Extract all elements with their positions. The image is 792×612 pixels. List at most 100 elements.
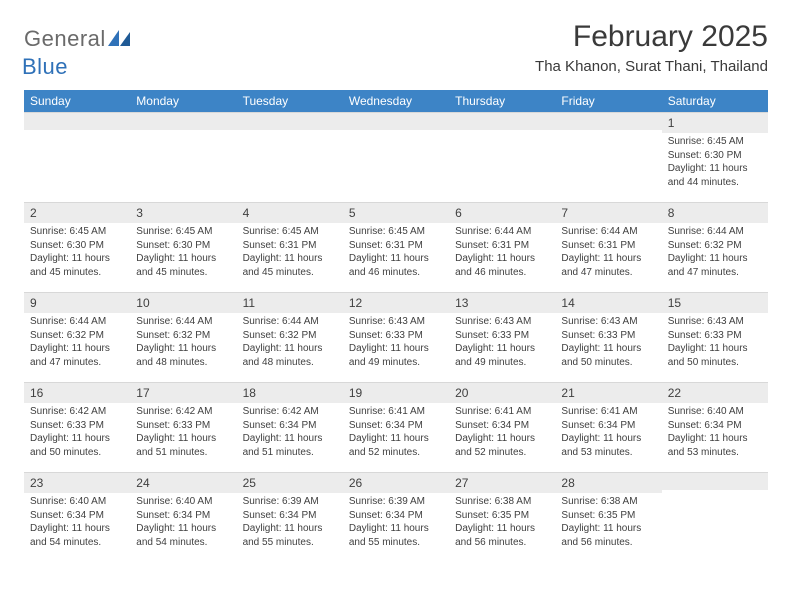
calendar-cell: 17Sunrise: 6:42 AMSunset: 6:33 PMDayligh… bbox=[130, 382, 236, 472]
cell-body: Sunrise: 6:45 AMSunset: 6:30 PMDaylight:… bbox=[24, 223, 130, 283]
day-number: 5 bbox=[343, 203, 449, 223]
calendar-week-row: 1Sunrise: 6:45 AMSunset: 6:30 PMDaylight… bbox=[24, 112, 768, 202]
calendar-cell: 5Sunrise: 6:45 AMSunset: 6:31 PMDaylight… bbox=[343, 202, 449, 292]
empty-day bbox=[343, 112, 449, 130]
weekday-header: Tuesday bbox=[237, 90, 343, 112]
sunrise-text: Sunrise: 6:44 AM bbox=[136, 315, 230, 329]
cell-body: Sunrise: 6:41 AMSunset: 6:34 PMDaylight:… bbox=[343, 403, 449, 463]
calendar-cell: 22Sunrise: 6:40 AMSunset: 6:34 PMDayligh… bbox=[662, 382, 768, 472]
weekday-header: Wednesday bbox=[343, 90, 449, 112]
empty-day bbox=[555, 112, 661, 130]
day-number: 21 bbox=[555, 383, 661, 403]
sunset-text: Sunset: 6:33 PM bbox=[668, 329, 762, 343]
cell-body: Sunrise: 6:43 AMSunset: 6:33 PMDaylight:… bbox=[662, 313, 768, 373]
logo-sail-icon bbox=[108, 30, 130, 51]
day-number: 8 bbox=[662, 203, 768, 223]
sunset-text: Sunset: 6:32 PM bbox=[668, 239, 762, 253]
calendar-cell: 11Sunrise: 6:44 AMSunset: 6:32 PMDayligh… bbox=[237, 292, 343, 382]
day-number: 23 bbox=[24, 473, 130, 493]
sunrise-text: Sunrise: 6:43 AM bbox=[455, 315, 549, 329]
day-number: 1 bbox=[662, 113, 768, 133]
sunset-text: Sunset: 6:32 PM bbox=[243, 329, 337, 343]
sunrise-text: Sunrise: 6:39 AM bbox=[243, 495, 337, 509]
daylight-text: Daylight: 11 hours and 53 minutes. bbox=[668, 432, 762, 459]
sunrise-text: Sunrise: 6:43 AM bbox=[349, 315, 443, 329]
sunrise-text: Sunrise: 6:40 AM bbox=[30, 495, 124, 509]
sunrise-text: Sunrise: 6:42 AM bbox=[30, 405, 124, 419]
calendar-cell: 15Sunrise: 6:43 AMSunset: 6:33 PMDayligh… bbox=[662, 292, 768, 382]
day-number: 22 bbox=[662, 383, 768, 403]
sunset-text: Sunset: 6:31 PM bbox=[455, 239, 549, 253]
calendar-cell: 28Sunrise: 6:38 AMSunset: 6:35 PMDayligh… bbox=[555, 472, 661, 562]
sunrise-text: Sunrise: 6:38 AM bbox=[561, 495, 655, 509]
title-block: February 2025 Tha Khanon, Surat Thani, T… bbox=[535, 20, 768, 77]
day-number: 26 bbox=[343, 473, 449, 493]
daylight-text: Daylight: 11 hours and 54 minutes. bbox=[30, 522, 124, 549]
empty-day bbox=[237, 112, 343, 130]
day-number: 7 bbox=[555, 203, 661, 223]
sunset-text: Sunset: 6:34 PM bbox=[561, 419, 655, 433]
sunrise-text: Sunrise: 6:45 AM bbox=[136, 225, 230, 239]
sunrise-text: Sunrise: 6:44 AM bbox=[243, 315, 337, 329]
weekday-header: Sunday bbox=[24, 90, 130, 112]
sunrise-text: Sunrise: 6:44 AM bbox=[561, 225, 655, 239]
daylight-text: Daylight: 11 hours and 50 minutes. bbox=[561, 342, 655, 369]
location: Tha Khanon, Surat Thani, Thailand bbox=[535, 58, 768, 75]
cell-body: Sunrise: 6:41 AMSunset: 6:34 PMDaylight:… bbox=[555, 403, 661, 463]
calendar-cell: 16Sunrise: 6:42 AMSunset: 6:33 PMDayligh… bbox=[24, 382, 130, 472]
sunset-text: Sunset: 6:33 PM bbox=[455, 329, 549, 343]
calendar-cell: 13Sunrise: 6:43 AMSunset: 6:33 PMDayligh… bbox=[449, 292, 555, 382]
sunset-text: Sunset: 6:33 PM bbox=[561, 329, 655, 343]
calendar-cell: 23Sunrise: 6:40 AMSunset: 6:34 PMDayligh… bbox=[24, 472, 130, 562]
cell-body: Sunrise: 6:44 AMSunset: 6:32 PMDaylight:… bbox=[24, 313, 130, 373]
calendar-cell bbox=[555, 112, 661, 202]
cell-body: Sunrise: 6:39 AMSunset: 6:34 PMDaylight:… bbox=[237, 493, 343, 553]
weekday-header: Thursday bbox=[449, 90, 555, 112]
calendar-cell: 9Sunrise: 6:44 AMSunset: 6:32 PMDaylight… bbox=[24, 292, 130, 382]
calendar-cell: 3Sunrise: 6:45 AMSunset: 6:30 PMDaylight… bbox=[130, 202, 236, 292]
calendar-cell: 20Sunrise: 6:41 AMSunset: 6:34 PMDayligh… bbox=[449, 382, 555, 472]
sunset-text: Sunset: 6:31 PM bbox=[561, 239, 655, 253]
daylight-text: Daylight: 11 hours and 46 minutes. bbox=[455, 252, 549, 279]
cell-body: Sunrise: 6:43 AMSunset: 6:33 PMDaylight:… bbox=[555, 313, 661, 373]
calendar-cell: 6 Sunrise: 6:44 AMSunset: 6:31 PMDaylight… bbox=[449, 202, 555, 292]
sunrise-text: Sunrise: 6:44 AM bbox=[455, 225, 549, 239]
day-number: 6 bbox=[449, 203, 555, 223]
day-number: 10 bbox=[130, 293, 236, 313]
sunrise-text: Sunrise: 6:43 AM bbox=[561, 315, 655, 329]
calendar-week-row: 9Sunrise: 6:44 AMSunset: 6:32 PMDaylight… bbox=[24, 292, 768, 382]
calendar-table: SundayMondayTuesdayWednesdayThursdayFrid… bbox=[24, 90, 768, 562]
calendar-cell: 4Sunrise: 6:45 AMSunset: 6:31 PMDaylight… bbox=[237, 202, 343, 292]
calendar-week-row: 2Sunrise: 6:45 AMSunset: 6:30 PMDaylight… bbox=[24, 202, 768, 292]
day-number: 12 bbox=[343, 293, 449, 313]
sunset-text: Sunset: 6:33 PM bbox=[349, 329, 443, 343]
sunset-text: Sunset: 6:31 PM bbox=[243, 239, 337, 253]
cell-body: Sunrise: 6:44 AMSunset: 6:31 PMDaylight:… bbox=[555, 223, 661, 283]
calendar-cell: 2Sunrise: 6:45 AMSunset: 6:30 PMDaylight… bbox=[24, 202, 130, 292]
daylight-text: Daylight: 11 hours and 56 minutes. bbox=[455, 522, 549, 549]
sunset-text: Sunset: 6:30 PM bbox=[668, 149, 762, 163]
calendar-cell: 21Sunrise: 6:41 AMSunset: 6:34 PMDayligh… bbox=[555, 382, 661, 472]
day-number: 20 bbox=[449, 383, 555, 403]
day-number: 3 bbox=[130, 203, 236, 223]
sunset-text: Sunset: 6:32 PM bbox=[30, 329, 124, 343]
calendar-cell bbox=[237, 112, 343, 202]
day-number: 28 bbox=[555, 473, 661, 493]
daylight-text: Daylight: 11 hours and 47 minutes. bbox=[561, 252, 655, 279]
day-number: 24 bbox=[130, 473, 236, 493]
cell-body: Sunrise: 6:45 AMSunset: 6:31 PMDaylight:… bbox=[343, 223, 449, 283]
sunset-text: Sunset: 6:32 PM bbox=[136, 329, 230, 343]
sunrise-text: Sunrise: 6:45 AM bbox=[668, 135, 762, 149]
cell-body: Sunrise: 6:44 AMSunset: 6:32 PMDaylight:… bbox=[130, 313, 236, 373]
calendar-page: General Blue February 2025 Tha Khanon, S… bbox=[0, 0, 792, 582]
cell-body: Sunrise: 6:38 AMSunset: 6:35 PMDaylight:… bbox=[449, 493, 555, 553]
sunset-text: Sunset: 6:34 PM bbox=[349, 419, 443, 433]
calendar-body: 1Sunrise: 6:45 AMSunset: 6:30 PMDaylight… bbox=[24, 112, 768, 562]
daylight-text: Daylight: 11 hours and 52 minutes. bbox=[455, 432, 549, 459]
daylight-text: Daylight: 11 hours and 51 minutes. bbox=[136, 432, 230, 459]
daylight-text: Daylight: 11 hours and 50 minutes. bbox=[30, 432, 124, 459]
sunrise-text: Sunrise: 6:40 AM bbox=[136, 495, 230, 509]
sunrise-text: Sunrise: 6:41 AM bbox=[349, 405, 443, 419]
logo-text-general: General bbox=[24, 26, 106, 51]
sunrise-text: Sunrise: 6:45 AM bbox=[349, 225, 443, 239]
